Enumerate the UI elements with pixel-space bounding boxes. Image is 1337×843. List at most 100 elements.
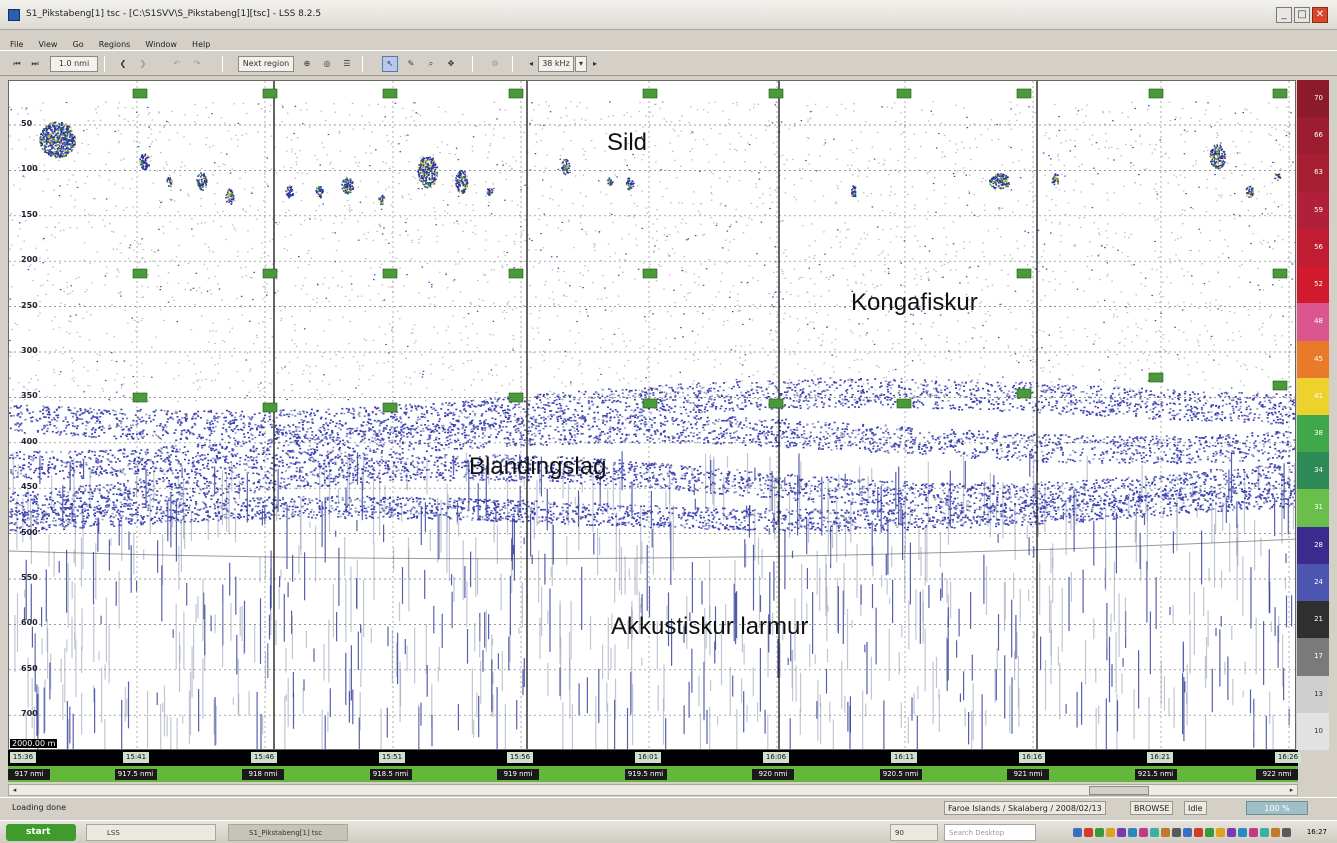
tray-icon[interactable] [1150, 828, 1159, 837]
tray-icon[interactable] [1194, 828, 1203, 837]
distance-tick-label: 920.5 nmi [879, 769, 922, 780]
distance-tick-label: 922 nmi [1256, 769, 1298, 780]
search-desktop-input[interactable]: Search Desktop [944, 824, 1036, 841]
menu-window[interactable]: Window [145, 40, 177, 49]
menu-help[interactable]: Help [192, 40, 211, 49]
app-icon [8, 9, 20, 21]
pen-tool-icon[interactable]: ✎ [407, 59, 415, 68]
tray-icon[interactable] [1095, 828, 1104, 837]
annotation-acoustic-noise: Akkustiskur larmur [611, 613, 809, 640]
tray-icon[interactable] [1282, 828, 1291, 837]
pan-tool-icon[interactable]: ✥ [447, 59, 455, 68]
minimize-button[interactable]: _ [1276, 7, 1292, 23]
close-button[interactable]: ✕ [1312, 7, 1328, 23]
scroll-left-icon[interactable]: ❮ [119, 59, 127, 68]
task-lss[interactable]: LSS [86, 824, 216, 841]
tray-icon[interactable] [1227, 828, 1236, 837]
next-region-button[interactable]: Next region [238, 56, 294, 72]
menu-bar: File View Go Regions Window Help [0, 32, 1337, 50]
region-list-icon[interactable]: ☰ [343, 59, 351, 68]
tray-icon[interactable] [1172, 828, 1181, 837]
tray-icon[interactable] [1271, 828, 1280, 837]
menu-file[interactable]: File [10, 40, 24, 49]
mixed-layer-band [9, 377, 1295, 533]
time-start-label: 15:36 [10, 752, 36, 763]
scrollbar-thumb[interactable] [1089, 786, 1149, 795]
tray-icon[interactable] [1117, 828, 1126, 837]
menu-go[interactable]: Go [72, 40, 84, 49]
tray-icon[interactable] [1161, 828, 1170, 837]
depth-tick-label: 700 [21, 709, 38, 719]
depth-tick-label: 350 [21, 391, 38, 401]
color-scale-swatch: 31 [1297, 489, 1329, 527]
color-scale-swatch: 10 [1297, 712, 1329, 750]
tray-icon[interactable] [1128, 828, 1137, 837]
horizontal-scrollbar[interactable]: ◂ ▸ [8, 784, 1298, 796]
frequency-select[interactable]: 38 kHz [538, 56, 574, 72]
scroll-right-icon[interactable]: ❯ [139, 59, 147, 68]
distance-tick-label: 917 nmi [8, 769, 50, 780]
color-scale-swatch: 13 [1297, 675, 1329, 713]
settings-icon[interactable]: ⚙ [491, 59, 499, 68]
frequency-prev-icon[interactable]: ◂ [528, 59, 533, 68]
time-tick-label: 15:56 [507, 752, 533, 763]
menu-view[interactable]: View [38, 40, 58, 49]
frequency-next-icon[interactable]: ▸ [592, 59, 597, 68]
time-tick-label: 16:26 [1275, 752, 1301, 763]
tray-icon[interactable] [1249, 828, 1258, 837]
undo-icon[interactable]: ↶ [173, 59, 181, 68]
scale-field[interactable]: 1.0 nmi [50, 56, 98, 72]
distance-tick-label: 920 nmi [752, 769, 794, 780]
tray-icon[interactable] [1106, 828, 1115, 837]
tray-icon[interactable] [1216, 828, 1225, 837]
tray-icon[interactable] [1205, 828, 1214, 837]
depth-tick-label: 150 [21, 209, 38, 219]
depth-tick-label: 500 [21, 527, 38, 537]
tray-icon[interactable] [1073, 828, 1082, 837]
select-tool-icon[interactable]: ↖ [382, 56, 398, 72]
start-button[interactable]: start [6, 824, 76, 841]
status-location: Faroe Islands / Skalaberg / 2008/02/13 [944, 801, 1106, 815]
scroll-left-arrow-icon[interactable]: ◂ [12, 786, 17, 794]
time-tick-label: 16:16 [1019, 752, 1045, 763]
region-target-icon[interactable]: ◎ [323, 59, 331, 68]
color-scale-swatch: 56 [1297, 228, 1329, 267]
status-message: Loading done [12, 803, 67, 812]
tray-icon[interactable] [1139, 828, 1148, 837]
menu-regions[interactable]: Regions [98, 40, 131, 49]
redo-icon[interactable]: ↷ [193, 59, 201, 68]
time-tick-label: 15:46 [251, 752, 277, 763]
tray-icon[interactable] [1183, 828, 1192, 837]
depth-tick-label: 300 [21, 346, 38, 355]
annotation-blue-whiting: Kongafiskur [851, 289, 978, 316]
maximize-button[interactable]: □ [1294, 7, 1310, 23]
color-scale-swatch: 66 [1297, 117, 1329, 155]
tray-icon[interactable] [1260, 828, 1269, 837]
distance-tick-label: 918 nmi [242, 769, 284, 780]
depth-tick-label: 450 [21, 482, 38, 492]
echogram-view[interactable]: 50 100 150 200 250 300 350 400 450 500 550 600 650 70… [8, 80, 1296, 750]
chevron-down-icon[interactable]: ▾ [575, 56, 587, 72]
distance-tick-label: 921 nmi [1007, 769, 1049, 780]
color-scale-swatch: 21 [1297, 601, 1329, 639]
distance-tick-label: 918.5 nmi [369, 769, 412, 780]
zoom-tool-icon[interactable]: ⌕ [428, 59, 434, 68]
section-lines [273, 81, 1038, 749]
task-echogram[interactable]: S1_Pikstabeng[1] tsc [228, 824, 348, 841]
depth-tick-label: 650 [21, 663, 38, 673]
color-scale-legend: 70 66 63 59 56 52 48 45 41 38 34 31 28 24 21 17 13 10 [1297, 80, 1329, 750]
color-scale-swatch: 38 [1297, 415, 1329, 453]
region-add-icon[interactable]: ⊕ [303, 59, 311, 68]
toolbar: ⏮ ⏭ 1.0 nmi ❮ ❯ ↶ ↷ Next region ⊕ ◎ ☰ ↖ … [0, 50, 1337, 76]
depth-tick-label: 250 [21, 300, 38, 310]
tray-icon[interactable] [1238, 828, 1247, 837]
scroll-right-arrow-icon[interactable]: ▸ [1289, 786, 1294, 794]
status-bar: Loading done Faroe Islands / Skalaberg /… [0, 797, 1337, 817]
clock: 16:27 [1306, 828, 1327, 836]
last-page-icon[interactable]: ⏭ [31, 59, 39, 68]
depth-tick-label: 100 [21, 164, 38, 174]
tray-icon[interactable] [1084, 828, 1093, 837]
distance-axis: 917 nmi 917.5 nmi 918 nmi 918.5 nmi 919 nmi 9… [8, 766, 1298, 782]
first-page-icon[interactable]: ⏮ [13, 59, 21, 68]
